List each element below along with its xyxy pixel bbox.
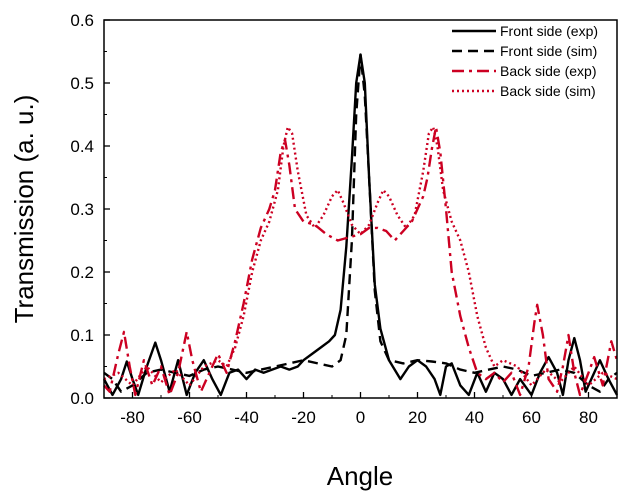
legend-label-3: Back side (exp) — [500, 63, 596, 79]
x-tick-label: 40 — [465, 408, 484, 427]
y-tick-label: 0.1 — [70, 326, 94, 345]
y-axis-ticks: 0.0 0.1 0.2 0.3 0.4 0.5 0.6 — [70, 11, 110, 408]
legend: Front side (exp) Front side (sim) Back sid… — [452, 23, 598, 99]
y-tick-label: 0.4 — [70, 137, 94, 156]
x-tick-label: -80 — [120, 408, 145, 427]
y-tick-label: 0.6 — [70, 11, 94, 30]
legend-label-1: Front side (exp) — [500, 23, 598, 39]
y-tick-label: 0.5 — [70, 74, 94, 93]
x-axis-title: Angle — [327, 461, 394, 491]
series-line-3 — [103, 125, 619, 397]
x-axis-ticks: -80 -60 -40 -20 0 20 40 60 80 — [103, 392, 618, 427]
x-tick-label: 80 — [579, 408, 598, 427]
x-tick-label: 0 — [356, 408, 365, 427]
x-tick-label: -60 — [177, 408, 202, 427]
y-tick-label: 0.0 — [70, 389, 94, 408]
legend-label-4: Back side (sim) — [500, 83, 596, 99]
series-layer — [102, 53, 619, 397]
y-tick-label: 0.2 — [70, 263, 94, 282]
y-axis-title: Transmission (a. u.) — [9, 95, 39, 324]
x-tick-label: 20 — [408, 408, 427, 427]
x-tick-label: 60 — [522, 408, 541, 427]
x-tick-label: -20 — [291, 408, 316, 427]
x-tick-label: -40 — [234, 408, 259, 427]
y-tick-label: 0.3 — [70, 200, 94, 219]
legend-label-2: Front side (sim) — [500, 43, 597, 59]
